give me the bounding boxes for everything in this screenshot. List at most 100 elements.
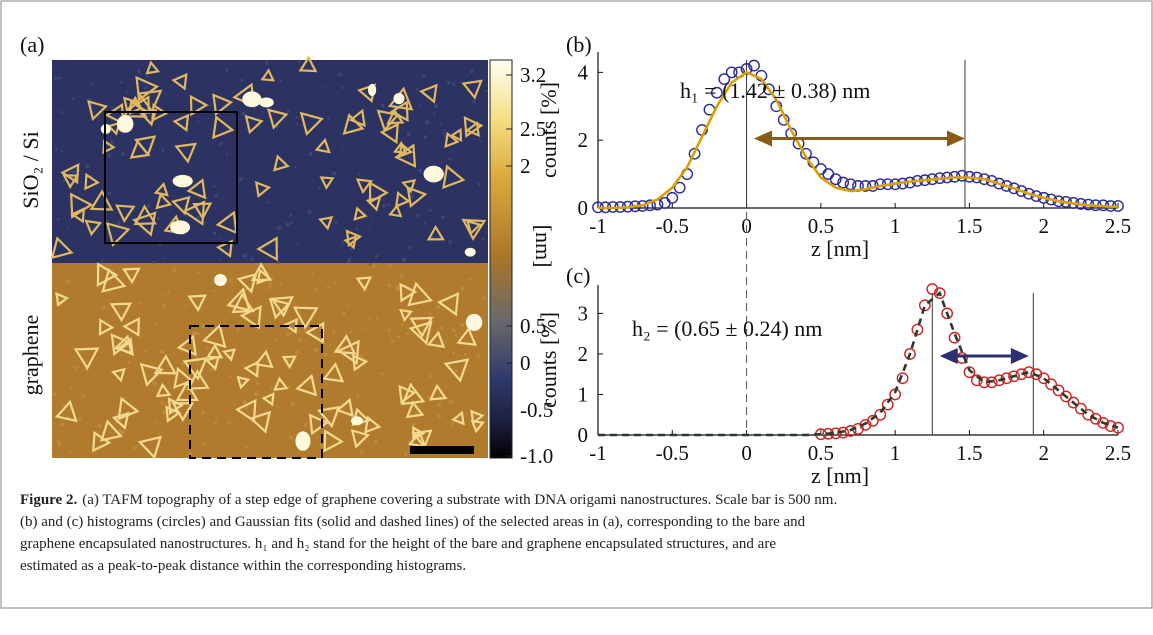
origami: [54, 399, 78, 423]
origami: [113, 334, 134, 355]
noise: [469, 99, 471, 101]
noise: [271, 276, 275, 279]
height-annotation: h₂ = (0.65 ± 0.24) nm: [632, 316, 822, 341]
noise: [58, 441, 62, 446]
noise: [162, 257, 165, 260]
noise: [146, 75, 149, 78]
origami: [298, 55, 318, 73]
noise: [55, 147, 58, 151]
origami: [136, 89, 163, 114]
arrow-head: [939, 347, 958, 364]
origami: [104, 102, 125, 126]
histogram-point: [1000, 372, 1013, 385]
noise: [107, 153, 112, 158]
noise: [415, 411, 418, 414]
histogram-point: [725, 66, 738, 79]
noise: [361, 327, 364, 330]
origami: [355, 276, 373, 292]
y-axis-label: counts [%]: [536, 82, 561, 178]
origami: [171, 195, 191, 216]
histogram-point: [918, 299, 931, 312]
gaussian-fit: [598, 70, 1119, 210]
histogram-point: [658, 197, 671, 209]
colorbar-label: 0: [520, 351, 531, 375]
noise: [71, 365, 74, 368]
histogram-point: [941, 307, 954, 320]
origami: [122, 96, 140, 114]
particle: [464, 247, 476, 257]
origami: [109, 302, 133, 323]
histogram-point: [956, 169, 968, 182]
noise: [68, 114, 70, 116]
noise: [205, 346, 209, 350]
noise: [433, 112, 436, 116]
x-tick-label: 2.5: [1105, 441, 1131, 465]
noise: [85, 164, 90, 169]
noise: [242, 253, 247, 258]
noise: [466, 75, 469, 77]
histogram-point: [933, 287, 946, 300]
noise: [60, 110, 63, 114]
noise: [308, 152, 313, 156]
colorbar-label: 2.5: [520, 117, 546, 141]
noise: [437, 402, 442, 407]
origami: [456, 326, 478, 346]
side-label: SiO₂ / Si: [18, 131, 43, 208]
noise: [155, 411, 158, 413]
caption-text: estimated as a peak-to-peak distance wit…: [20, 558, 466, 574]
noise: [397, 335, 401, 339]
histogram-point: [740, 63, 753, 75]
histogram-point: [866, 414, 879, 427]
noise: [439, 123, 442, 126]
noise: [196, 331, 200, 336]
origami: [292, 306, 319, 330]
noise: [231, 91, 234, 94]
noise: [428, 131, 431, 134]
noise: [360, 374, 362, 376]
noise: [286, 340, 288, 343]
origami: [365, 195, 382, 212]
origami: [55, 292, 70, 307]
noise: [288, 385, 291, 389]
noise: [401, 323, 404, 327]
noise: [274, 338, 277, 341]
noise: [477, 202, 479, 204]
origami: [133, 135, 157, 157]
origami: [379, 122, 399, 145]
noise: [57, 455, 59, 457]
noise: [172, 268, 177, 272]
noise: [140, 347, 143, 350]
colorbar-label: 2: [520, 154, 531, 178]
origami: [350, 429, 371, 449]
histogram-point: [1022, 187, 1035, 200]
noise: [143, 350, 147, 353]
origami: [470, 419, 485, 434]
noise: [115, 421, 118, 424]
origami: [426, 224, 445, 241]
noise: [119, 81, 122, 84]
noise: [160, 349, 164, 354]
noise: [186, 215, 189, 217]
origami: [89, 189, 114, 211]
noise: [448, 240, 452, 244]
noise: [107, 191, 111, 195]
origami: [248, 410, 272, 434]
origami: [273, 376, 289, 392]
x-tick-label: 1.5: [956, 441, 982, 465]
noise: [453, 60, 455, 62]
noise: [120, 354, 123, 357]
origami: [388, 203, 403, 218]
origami: [204, 355, 220, 371]
noise: [448, 157, 452, 161]
noise: [116, 221, 121, 225]
noise: [95, 77, 98, 80]
noise: [276, 125, 279, 129]
noise: [144, 86, 148, 90]
noise: [429, 374, 433, 378]
origami: [182, 200, 206, 226]
origami: [393, 140, 408, 155]
noise: [276, 310, 279, 312]
noise: [468, 278, 472, 281]
origami: [111, 411, 130, 431]
noise: [473, 412, 478, 417]
